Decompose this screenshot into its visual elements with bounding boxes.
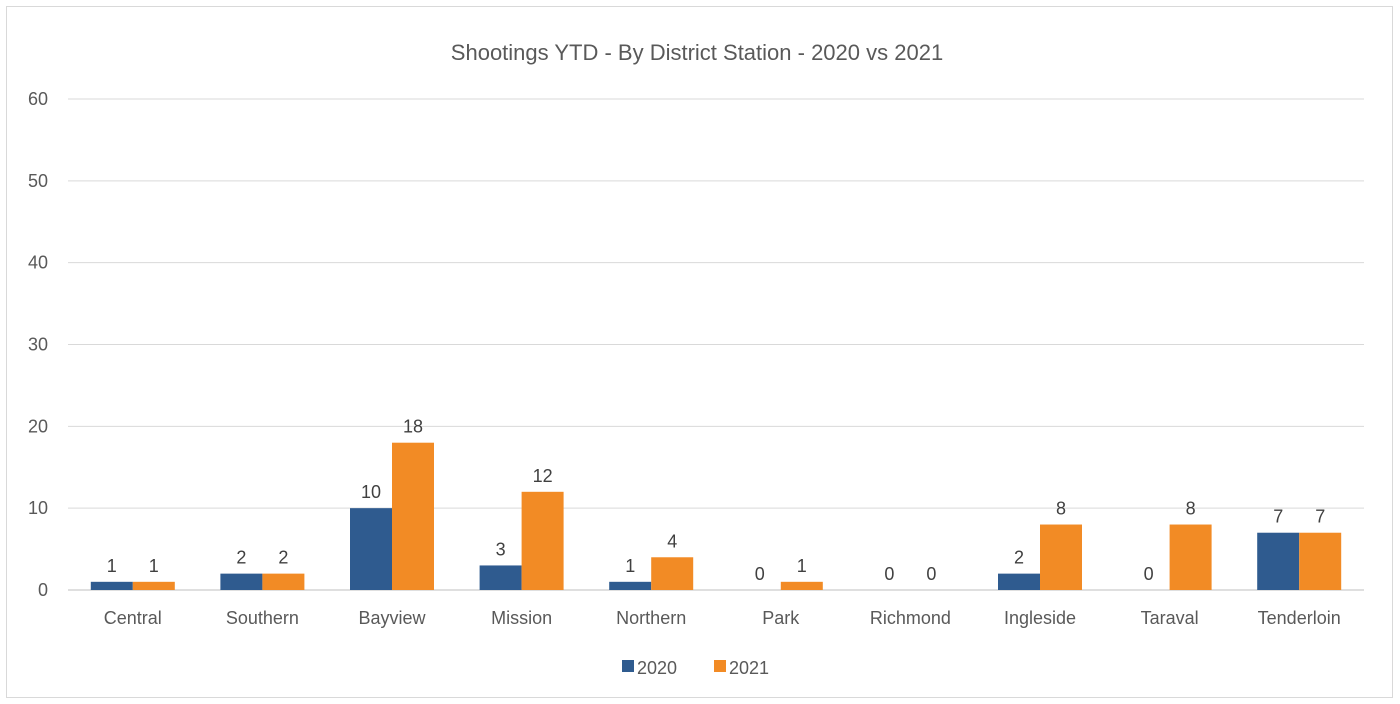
bar-2021-taraval (1169, 524, 1212, 590)
data-label: 0 (926, 564, 936, 584)
y-tick-label: 40 (28, 253, 48, 273)
x-category-label: Southern (226, 608, 299, 628)
bar-2020-central (90, 581, 133, 590)
data-label: 1 (797, 556, 807, 576)
data-label: 2 (236, 548, 246, 568)
data-label: 0 (884, 564, 894, 584)
x-category-label: Taraval (1141, 608, 1199, 628)
legend-swatch-2020 (622, 660, 634, 672)
data-label: 18 (403, 417, 423, 437)
data-label: 1 (149, 556, 159, 576)
legend-label-2021: 2021 (729, 658, 769, 678)
data-label: 4 (667, 531, 677, 551)
x-category-label: Ingleside (1004, 608, 1076, 628)
data-label: 10 (361, 482, 381, 502)
data-label: 3 (496, 539, 506, 559)
gridlines (68, 98, 1364, 591)
bar-2020-ingleside (998, 573, 1040, 590)
bar-2020-northern (609, 581, 652, 590)
data-label: 1 (107, 556, 117, 576)
data-label: 8 (1186, 499, 1196, 519)
bar-2021-ingleside (1040, 524, 1082, 590)
x-category-label: Richmond (870, 608, 951, 628)
chart-title: Shootings YTD - By District Station - 20… (451, 40, 943, 65)
y-tick-label: 60 (28, 89, 48, 109)
x-category-label: Park (762, 608, 800, 628)
x-category-label: Bayview (358, 608, 426, 628)
x-category-label: Mission (491, 608, 552, 628)
bar-2021-mission (521, 491, 564, 590)
legend-swatch-2021 (714, 660, 726, 672)
data-label: 0 (1144, 564, 1154, 584)
bar-2021-tenderloin (1299, 532, 1342, 590)
y-tick-label: 30 (28, 335, 48, 355)
bar-2021-southern (262, 573, 305, 590)
y-tick-label: 0 (38, 580, 48, 600)
y-tick-label: 50 (28, 171, 48, 191)
x-axis-categories: Central Southern Bayview Mission Northern Par… (104, 608, 1341, 628)
data-label: 1 (625, 556, 635, 576)
data-label: 2 (278, 548, 288, 568)
legend-label-2020: 2020 (637, 658, 677, 678)
y-axis-ticks: 0 10 20 30 40 50 60 (28, 89, 48, 600)
data-label: 7 (1273, 507, 1283, 527)
data-label: 0 (755, 564, 765, 584)
bar-2020-southern (220, 573, 263, 590)
x-category-label: Northern (616, 608, 686, 628)
legend: 2020 2021 (622, 658, 769, 678)
data-label: 7 (1315, 507, 1325, 527)
bar-2021-northern (651, 557, 694, 590)
data-label: 12 (533, 466, 553, 486)
data-label: 2 (1014, 548, 1024, 568)
bar-2020-bayview (350, 508, 392, 590)
bar-2020-mission (479, 565, 522, 590)
bar-2020-tenderloin (1257, 532, 1300, 590)
y-tick-label: 20 (28, 416, 48, 436)
bar-2021-central (132, 581, 175, 590)
x-category-label: Tenderloin (1258, 608, 1341, 628)
x-category-label: Central (104, 608, 162, 628)
y-tick-label: 10 (28, 498, 48, 518)
bars (90, 442, 1342, 590)
data-label: 8 (1056, 499, 1066, 519)
bar-2021-park (780, 581, 823, 590)
bar-2021-bayview (392, 442, 434, 590)
